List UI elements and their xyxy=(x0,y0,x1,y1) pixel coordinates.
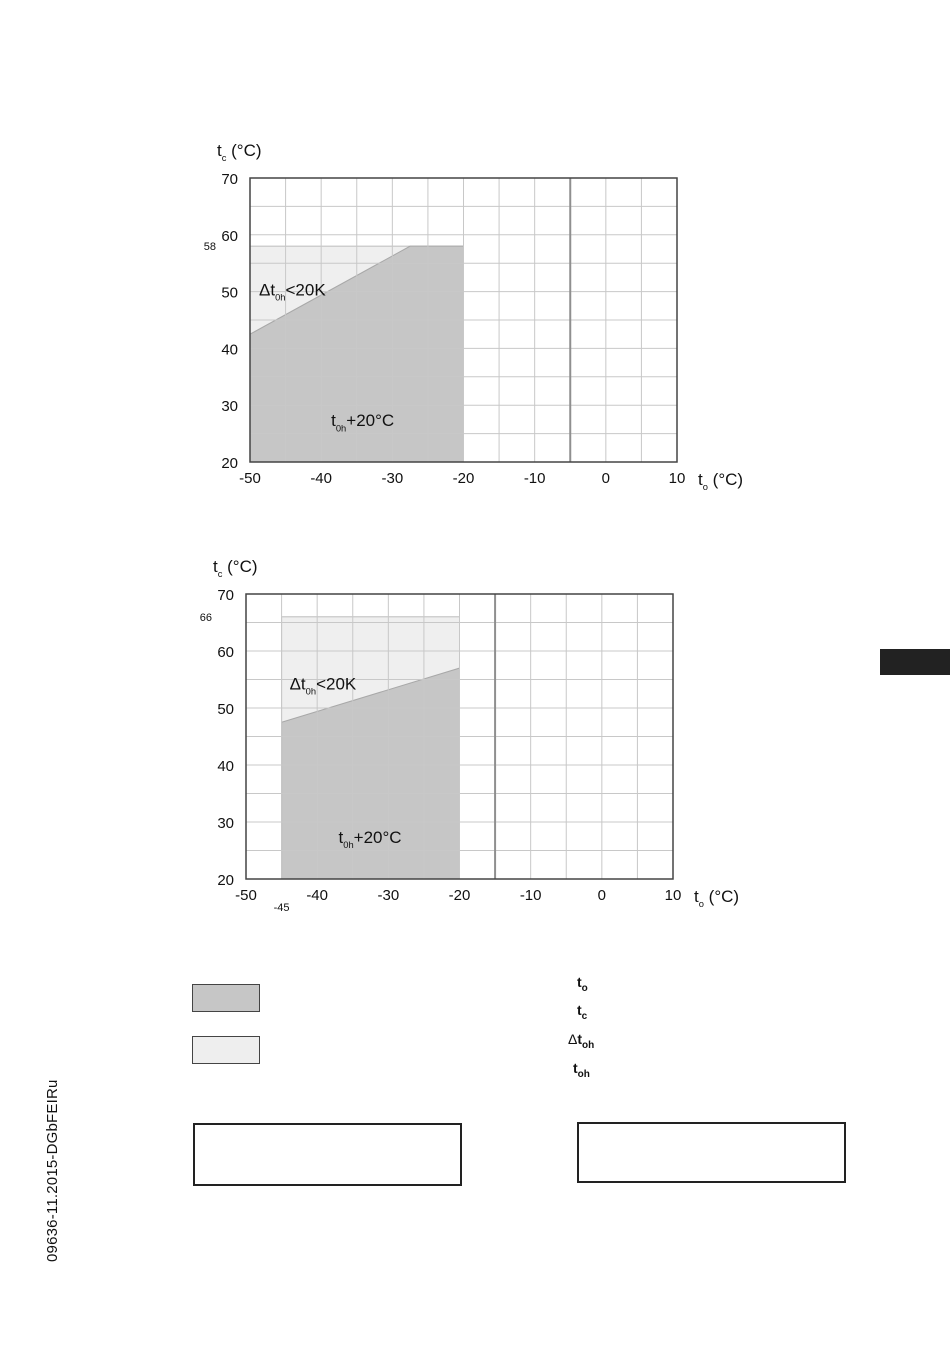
info-box-right xyxy=(577,1122,846,1183)
x-tick-label: 10 xyxy=(669,470,686,487)
legend-swatch-light xyxy=(192,1036,260,1064)
y-axis-label: tc (°C) xyxy=(217,141,262,163)
x-tick-label: -40 xyxy=(310,470,332,487)
region-label-delta: Δt0h<20K xyxy=(290,675,357,697)
document-id: 09636-11.2015-DGbFEIRu xyxy=(44,1079,61,1262)
y-tick-label: 70 xyxy=(217,587,234,604)
x-tick-label: -10 xyxy=(524,470,546,487)
symbol-to: to xyxy=(577,974,588,994)
y-tick-label: 20 xyxy=(221,455,238,472)
x-tick-label: 0 xyxy=(602,470,610,487)
legend-swatch-dark xyxy=(192,984,260,1012)
x-tick-label: -30 xyxy=(381,470,403,487)
y-tick-label: 30 xyxy=(217,815,234,832)
plot-frame xyxy=(245,593,674,880)
y-tick-extra-label: 58 xyxy=(204,241,216,253)
y-tick-label: 70 xyxy=(221,171,238,188)
y-tick-label: 40 xyxy=(221,341,238,358)
symbol-toh: toh xyxy=(573,1060,590,1080)
y-tick-label: 50 xyxy=(217,701,234,718)
x-tick-extra-label: -45 xyxy=(274,902,290,914)
info-box-left xyxy=(193,1123,462,1186)
symbol-delta-toh: Δtoh xyxy=(568,1031,595,1051)
x-tick-label: -30 xyxy=(377,887,399,904)
y-tick-extra-label: 66 xyxy=(200,612,212,624)
x-tick-label: 0 xyxy=(598,887,606,904)
x-axis-label: to (°C) xyxy=(698,470,743,492)
x-tick-label: 10 xyxy=(665,887,682,904)
y-tick-label: 50 xyxy=(221,285,238,302)
x-tick-label: -20 xyxy=(453,470,475,487)
symbol-tc: tc xyxy=(577,1002,588,1022)
chart-1: 20 30 40 50 60 70 -50 -40 -30 -20 -10 0 10 58 tc (°C) t… xyxy=(204,141,743,492)
y-tick-label: 20 xyxy=(217,872,234,889)
section-tab-marker xyxy=(880,649,950,675)
y-tick-label: 40 xyxy=(217,758,234,775)
x-tick-label: -40 xyxy=(306,887,328,904)
chart-2: 20 30 40 50 60 70 -50 -40 -30 -20 -10 0 10 66 -45 tc (°… xyxy=(200,557,739,914)
y-axis-label: tc (°C) xyxy=(213,557,258,579)
region-label-delta: Δt0h<20K xyxy=(259,281,326,303)
region-label-offset: t0h+20°C xyxy=(339,828,402,850)
y-tick-label: 60 xyxy=(217,644,234,661)
x-tick-label: -20 xyxy=(449,887,471,904)
x-axis-label: to (°C) xyxy=(694,887,739,909)
y-tick-label: 30 xyxy=(221,398,238,415)
x-tick-label: -50 xyxy=(235,887,257,904)
region-label-offset: t0h+20°C xyxy=(331,411,394,433)
x-tick-label: -10 xyxy=(520,887,542,904)
plot-frame xyxy=(249,177,678,463)
x-tick-label: -50 xyxy=(239,470,261,487)
y-tick-label: 60 xyxy=(221,228,238,245)
